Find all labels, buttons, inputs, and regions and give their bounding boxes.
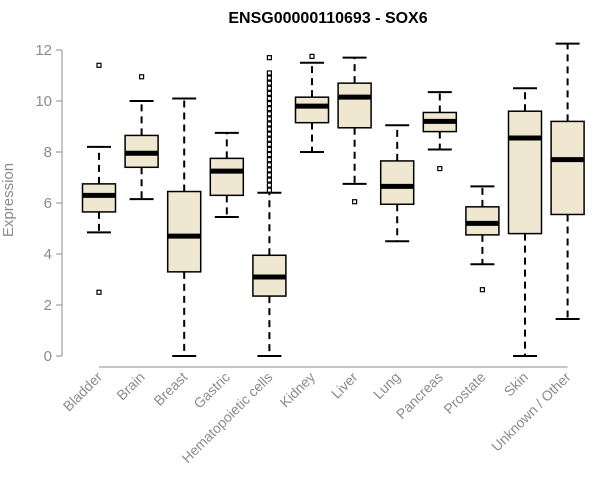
outlier-point bbox=[266, 75, 272, 81]
outlier-point bbox=[266, 182, 272, 188]
box-liver bbox=[337, 56, 372, 205]
outlier-point bbox=[266, 111, 272, 117]
outlier-point bbox=[96, 62, 102, 68]
outlier-point bbox=[266, 70, 272, 76]
outlier-point bbox=[266, 177, 272, 183]
outlier-point bbox=[266, 146, 272, 153]
outlier-point bbox=[266, 141, 272, 147]
outlier-point bbox=[266, 121, 272, 127]
axes: 0 2 4 6 8 10 12 bbox=[35, 42, 568, 368]
x-tick-label: Kidney bbox=[277, 369, 319, 411]
outlier-point bbox=[266, 80, 272, 86]
outlier-point bbox=[437, 165, 443, 172]
y-tick-label: 12 bbox=[35, 42, 52, 59]
x-tick-label: Gastric bbox=[190, 369, 233, 412]
outlier-point bbox=[266, 151, 272, 158]
iqr-box bbox=[550, 120, 585, 216]
outlier-point bbox=[309, 53, 315, 59]
x-tick-label: Unknown / Other bbox=[488, 369, 574, 455]
outlier-point bbox=[266, 85, 272, 91]
x-tick-label: Prostate bbox=[440, 369, 488, 417]
outlier-point bbox=[266, 100, 272, 107]
outlier-point bbox=[266, 167, 272, 173]
y-tick-label: 4 bbox=[44, 246, 52, 263]
box-brain bbox=[124, 74, 159, 201]
outlier-point bbox=[266, 106, 272, 112]
iqr-box bbox=[465, 206, 500, 236]
y-axis-label: Expression bbox=[0, 163, 17, 237]
iqr-box bbox=[81, 183, 117, 213]
outlier-point bbox=[266, 55, 272, 61]
outlier-point bbox=[266, 162, 272, 168]
iqr-box bbox=[337, 82, 372, 129]
outlier-point bbox=[266, 95, 272, 102]
y-tick-label: 6 bbox=[44, 195, 52, 212]
box-kidney bbox=[294, 53, 330, 153]
outlier-point bbox=[266, 157, 272, 163]
outlier-point bbox=[479, 287, 485, 293]
box-lung bbox=[379, 124, 415, 243]
outlier-point bbox=[96, 289, 102, 295]
outlier-point bbox=[266, 172, 272, 178]
outlier-point bbox=[266, 131, 272, 137]
y-tick-label: 10 bbox=[35, 93, 52, 110]
outlier-point bbox=[352, 199, 358, 205]
box-prostate bbox=[465, 185, 500, 293]
x-tick-label: Liver bbox=[328, 369, 361, 402]
box-breast bbox=[166, 97, 202, 357]
iqr-box bbox=[294, 96, 330, 124]
outlier-point bbox=[266, 126, 272, 132]
y-tick-label: 0 bbox=[44, 348, 52, 365]
outlier-point bbox=[266, 90, 272, 96]
x-tick-label: Brain bbox=[113, 369, 147, 403]
box-gastric bbox=[209, 131, 245, 219]
x-tick-label: Skin bbox=[501, 369, 532, 400]
box-bladder bbox=[81, 62, 117, 295]
outlier-point bbox=[266, 116, 272, 122]
x-tick-label: Lung bbox=[370, 369, 403, 402]
x-tick-label: Breast bbox=[150, 369, 190, 409]
iqr-box bbox=[507, 110, 543, 235]
x-tick-label: Pancreas bbox=[393, 369, 446, 422]
box-unknown-other bbox=[550, 42, 585, 321]
box-pancreas bbox=[422, 91, 458, 172]
box-skin bbox=[507, 87, 543, 357]
outlier-point bbox=[139, 74, 145, 80]
box-hematopoietic-cells bbox=[252, 55, 287, 357]
chart-title: ENSG00000110693 - SOX6 bbox=[228, 10, 427, 27]
boxes bbox=[81, 42, 585, 357]
outlier-point bbox=[266, 187, 272, 193]
outlier-point bbox=[266, 136, 272, 142]
iqr-box bbox=[166, 190, 202, 273]
iqr-box bbox=[209, 157, 245, 197]
iqr-box bbox=[379, 160, 415, 206]
y-tick-label: 8 bbox=[44, 144, 52, 161]
x-tick-label: Bladder bbox=[60, 369, 106, 415]
y-tick-label: 2 bbox=[44, 297, 52, 314]
